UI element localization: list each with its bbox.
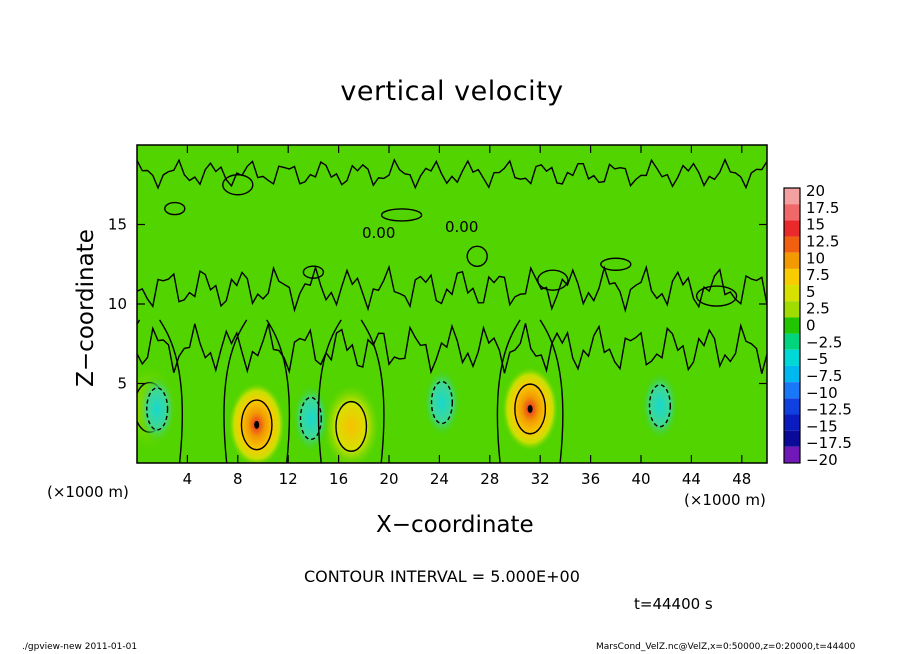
- downdraft-region: [138, 373, 177, 444]
- colorbar-swatch: [784, 301, 800, 318]
- colorbar-swatch: [784, 188, 800, 205]
- updraft-contour: [335, 400, 368, 452]
- x-tick-label: 40: [631, 470, 650, 488]
- time-stamp: t=44400 s: [634, 595, 713, 613]
- colorbar-swatch: [784, 285, 800, 302]
- contour-flank: [539, 319, 564, 463]
- downdraft-contour: [648, 384, 671, 428]
- colorbar-swatch: [784, 333, 800, 350]
- colorbar-label: −17.5: [806, 434, 852, 452]
- footer-tool-date: ./gpview-new 2011-01-01: [22, 642, 138, 652]
- zero-contour: [137, 322, 767, 375]
- contour-label: 0.00: [362, 224, 395, 242]
- updraft-contour: [514, 383, 547, 435]
- contour-flank: [496, 319, 521, 463]
- colorbar-label: 7.5: [806, 266, 830, 284]
- y-tick-label: 5: [117, 375, 127, 393]
- y-tick-label: 15: [108, 216, 127, 234]
- x-tick-label: 8: [233, 470, 243, 488]
- contour-lines: [137, 157, 767, 463]
- colorbar-swatch: [784, 398, 800, 415]
- contour-interval-text: CONTOUR INTERVAL = 5.000E+00: [304, 567, 580, 586]
- velocity-field: [137, 366, 679, 463]
- colorbar-swatch: [784, 446, 800, 463]
- colorbar-label: 2.5: [806, 300, 830, 318]
- contour-loop: [600, 257, 632, 271]
- x-tick-label: 36: [581, 470, 600, 488]
- colorbar-label: −20: [806, 451, 838, 469]
- x-axis: 4 8 12 16 20 24 28 32 36 40 44 48: [183, 145, 751, 488]
- x-tick-label: 4: [183, 470, 193, 488]
- contour-loop: [537, 269, 569, 291]
- contour-flank: [266, 319, 291, 463]
- x-tick-label: 16: [329, 470, 348, 488]
- colorbar-swatch: [784, 430, 800, 447]
- colorbar-label: 12.5: [806, 232, 839, 250]
- downdraft-region: [641, 370, 679, 441]
- colorbar-swatch: [784, 252, 800, 269]
- colorbar-label: −10: [806, 384, 838, 402]
- colorbar-label: −15: [806, 417, 838, 435]
- colorbar-swatch: [784, 236, 800, 253]
- colorbar-label: 20: [806, 182, 825, 200]
- colorbar-swatch: [784, 317, 800, 334]
- contour-loop: [380, 208, 423, 222]
- peak-marker: [527, 404, 533, 413]
- downdraft-contour: [430, 380, 454, 425]
- colorbar-frame: [783, 187, 801, 464]
- downdraft-region: [423, 367, 461, 438]
- x-tick-label: 20: [379, 470, 398, 488]
- colorbar-label: 17.5: [806, 199, 839, 217]
- colorbar-swatch: [784, 220, 800, 237]
- peak-marker: [254, 420, 260, 429]
- downdraft-region: [291, 383, 330, 454]
- x-tick-label: 48: [732, 470, 751, 488]
- zero-contour: [137, 264, 767, 314]
- footer-data-source: MarsCond_VelZ.nc@VelZ,x=0:50000,z=0:2000…: [596, 642, 856, 652]
- colorbar-swatch: [784, 268, 800, 286]
- x-unit-label: (×1000 m): [684, 491, 766, 509]
- x-tick-label: 32: [531, 470, 550, 488]
- x-axis-label: X−coordinate: [376, 512, 534, 538]
- y-axis: 5 10 15: [108, 216, 767, 393]
- colorbar-swatch: [784, 365, 800, 383]
- x-tick-label: 12: [279, 470, 298, 488]
- contour-label: 0.00: [445, 218, 478, 236]
- colorbar-label: 5: [806, 283, 816, 301]
- contour-flank: [159, 319, 183, 463]
- colorbar-label: 15: [806, 216, 825, 234]
- updraft-region: [323, 385, 379, 463]
- contour-loop: [302, 265, 325, 279]
- x-tick-label: 24: [430, 470, 449, 488]
- colorbar-label: −5: [806, 350, 828, 368]
- updraft-contour: [240, 399, 273, 451]
- downdraft-contour: [146, 387, 169, 431]
- y-tick-label: 10: [108, 295, 127, 313]
- chart-title: vertical velocity: [340, 76, 564, 107]
- x-tick-label: 28: [480, 470, 499, 488]
- contour-loop: [695, 285, 738, 307]
- x-tick-label: 44: [682, 470, 701, 488]
- colorbar-label: −2.5: [806, 333, 842, 351]
- contour-flank: [360, 319, 385, 463]
- downdraft-contour: [299, 396, 322, 441]
- colorbar-label: 10: [806, 249, 825, 267]
- colorbar-label: 0: [806, 317, 816, 335]
- colorbar-swatch: [784, 204, 800, 221]
- colorbar-label: −7.5: [806, 367, 842, 385]
- contour-loop: [466, 245, 488, 267]
- colorbar-swatch: [784, 349, 800, 366]
- contour-flank: [317, 319, 342, 463]
- contour-loop: [164, 201, 186, 216]
- contour-flank: [223, 319, 248, 463]
- x-unit-label: (×1000 m): [47, 483, 129, 501]
- colorbar: 2017.51512.5107.552.50−2.5−5−7.5−10−12.5…: [783, 182, 852, 469]
- colorbar-swatch: [784, 414, 800, 431]
- colorbar-label: −12.5: [806, 401, 852, 419]
- y-axis-label: Z−coordinate: [73, 229, 99, 387]
- contour-loop: [222, 174, 254, 196]
- colorbar-swatch: [784, 382, 800, 399]
